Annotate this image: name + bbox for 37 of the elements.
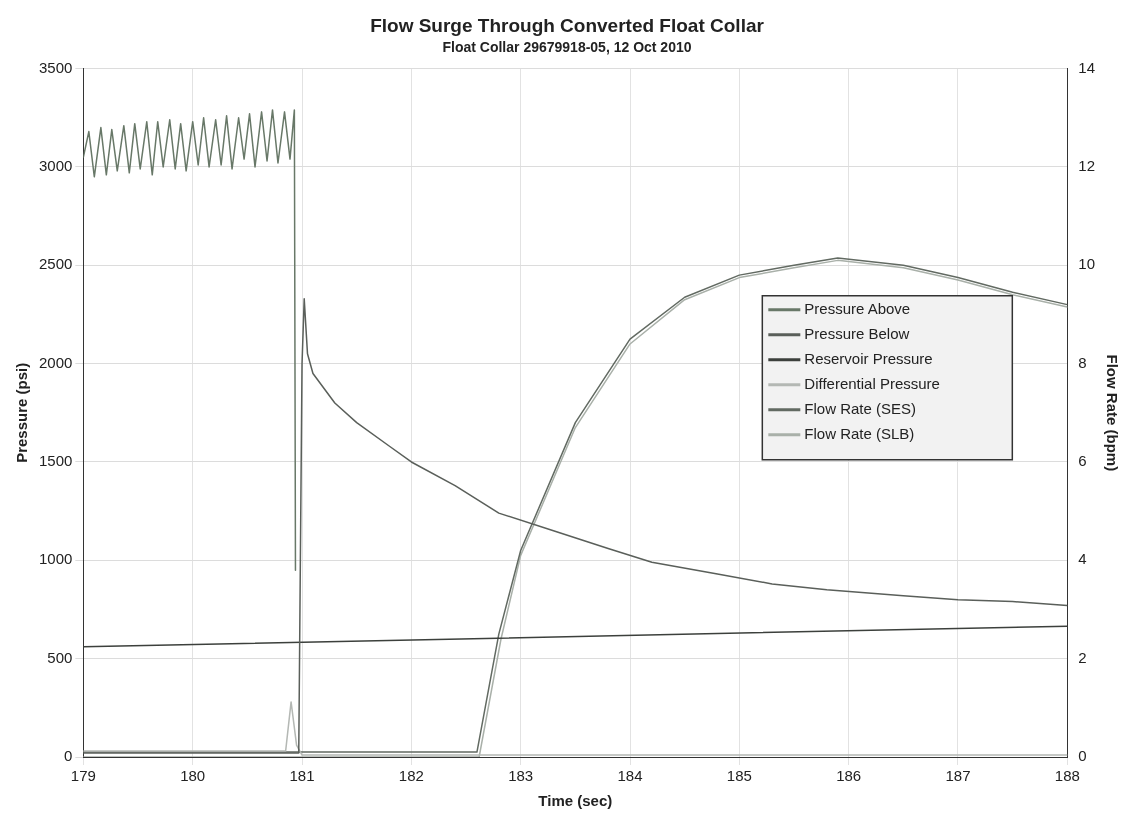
y2-tick-label: 8 (1078, 353, 1087, 371)
y-tick-label: 3000 (38, 157, 73, 175)
y-tick-label: 2000 (38, 353, 73, 371)
x-tick-label: 181 (289, 767, 315, 785)
x-tick-label: 182 (398, 767, 424, 785)
y-tick-label: 1500 (38, 452, 73, 470)
legend-label: Flow Rate (SES) (804, 399, 917, 417)
x-tick-label: 188 (1054, 767, 1080, 785)
y-tick-label: 2500 (38, 255, 73, 273)
x-tick-label: 180 (180, 767, 206, 785)
y-tick-label: 1000 (38, 550, 73, 568)
legend-label: Reservoir Pressure (804, 349, 933, 367)
legend-label: Flow Rate (SLB) (804, 424, 915, 442)
chart-subtitle: Float Collar 29679918-05, 12 Oct 2010 (442, 39, 692, 56)
y2-tick-label: 12 (1078, 157, 1095, 175)
y2-tick-label: 2 (1078, 648, 1087, 666)
y-tick-label: 500 (47, 648, 73, 666)
x-tick-label: 184 (617, 767, 643, 785)
chart-title: Flow Surge Through Converted Float Collar (370, 14, 765, 36)
legend-label: Differential Pressure (804, 374, 940, 392)
x-axis-title: Time (sec) (538, 792, 613, 810)
legend-label: Pressure Above (804, 299, 911, 317)
x-tick-label: 186 (836, 767, 862, 785)
y2-tick-label: 4 (1078, 550, 1087, 568)
x-tick-label: 179 (70, 767, 96, 785)
y2-tick-label: 6 (1078, 452, 1087, 470)
y2-tick-label: 14 (1078, 58, 1095, 76)
y2-tick-label: 0 (1078, 747, 1087, 765)
y-tick-label: 0 (64, 747, 73, 765)
x-tick-label: 185 (726, 767, 752, 785)
legend-label: Pressure Below (804, 324, 910, 342)
y-axis-title: Pressure (psi) (13, 362, 31, 463)
x-tick-label: 187 (945, 767, 971, 785)
y-tick-label: 3500 (38, 58, 73, 76)
x-tick-label: 183 (508, 767, 534, 785)
y2-axis-title: Flow Rate (bpm) (1103, 354, 1121, 472)
y2-tick-label: 10 (1078, 255, 1095, 273)
